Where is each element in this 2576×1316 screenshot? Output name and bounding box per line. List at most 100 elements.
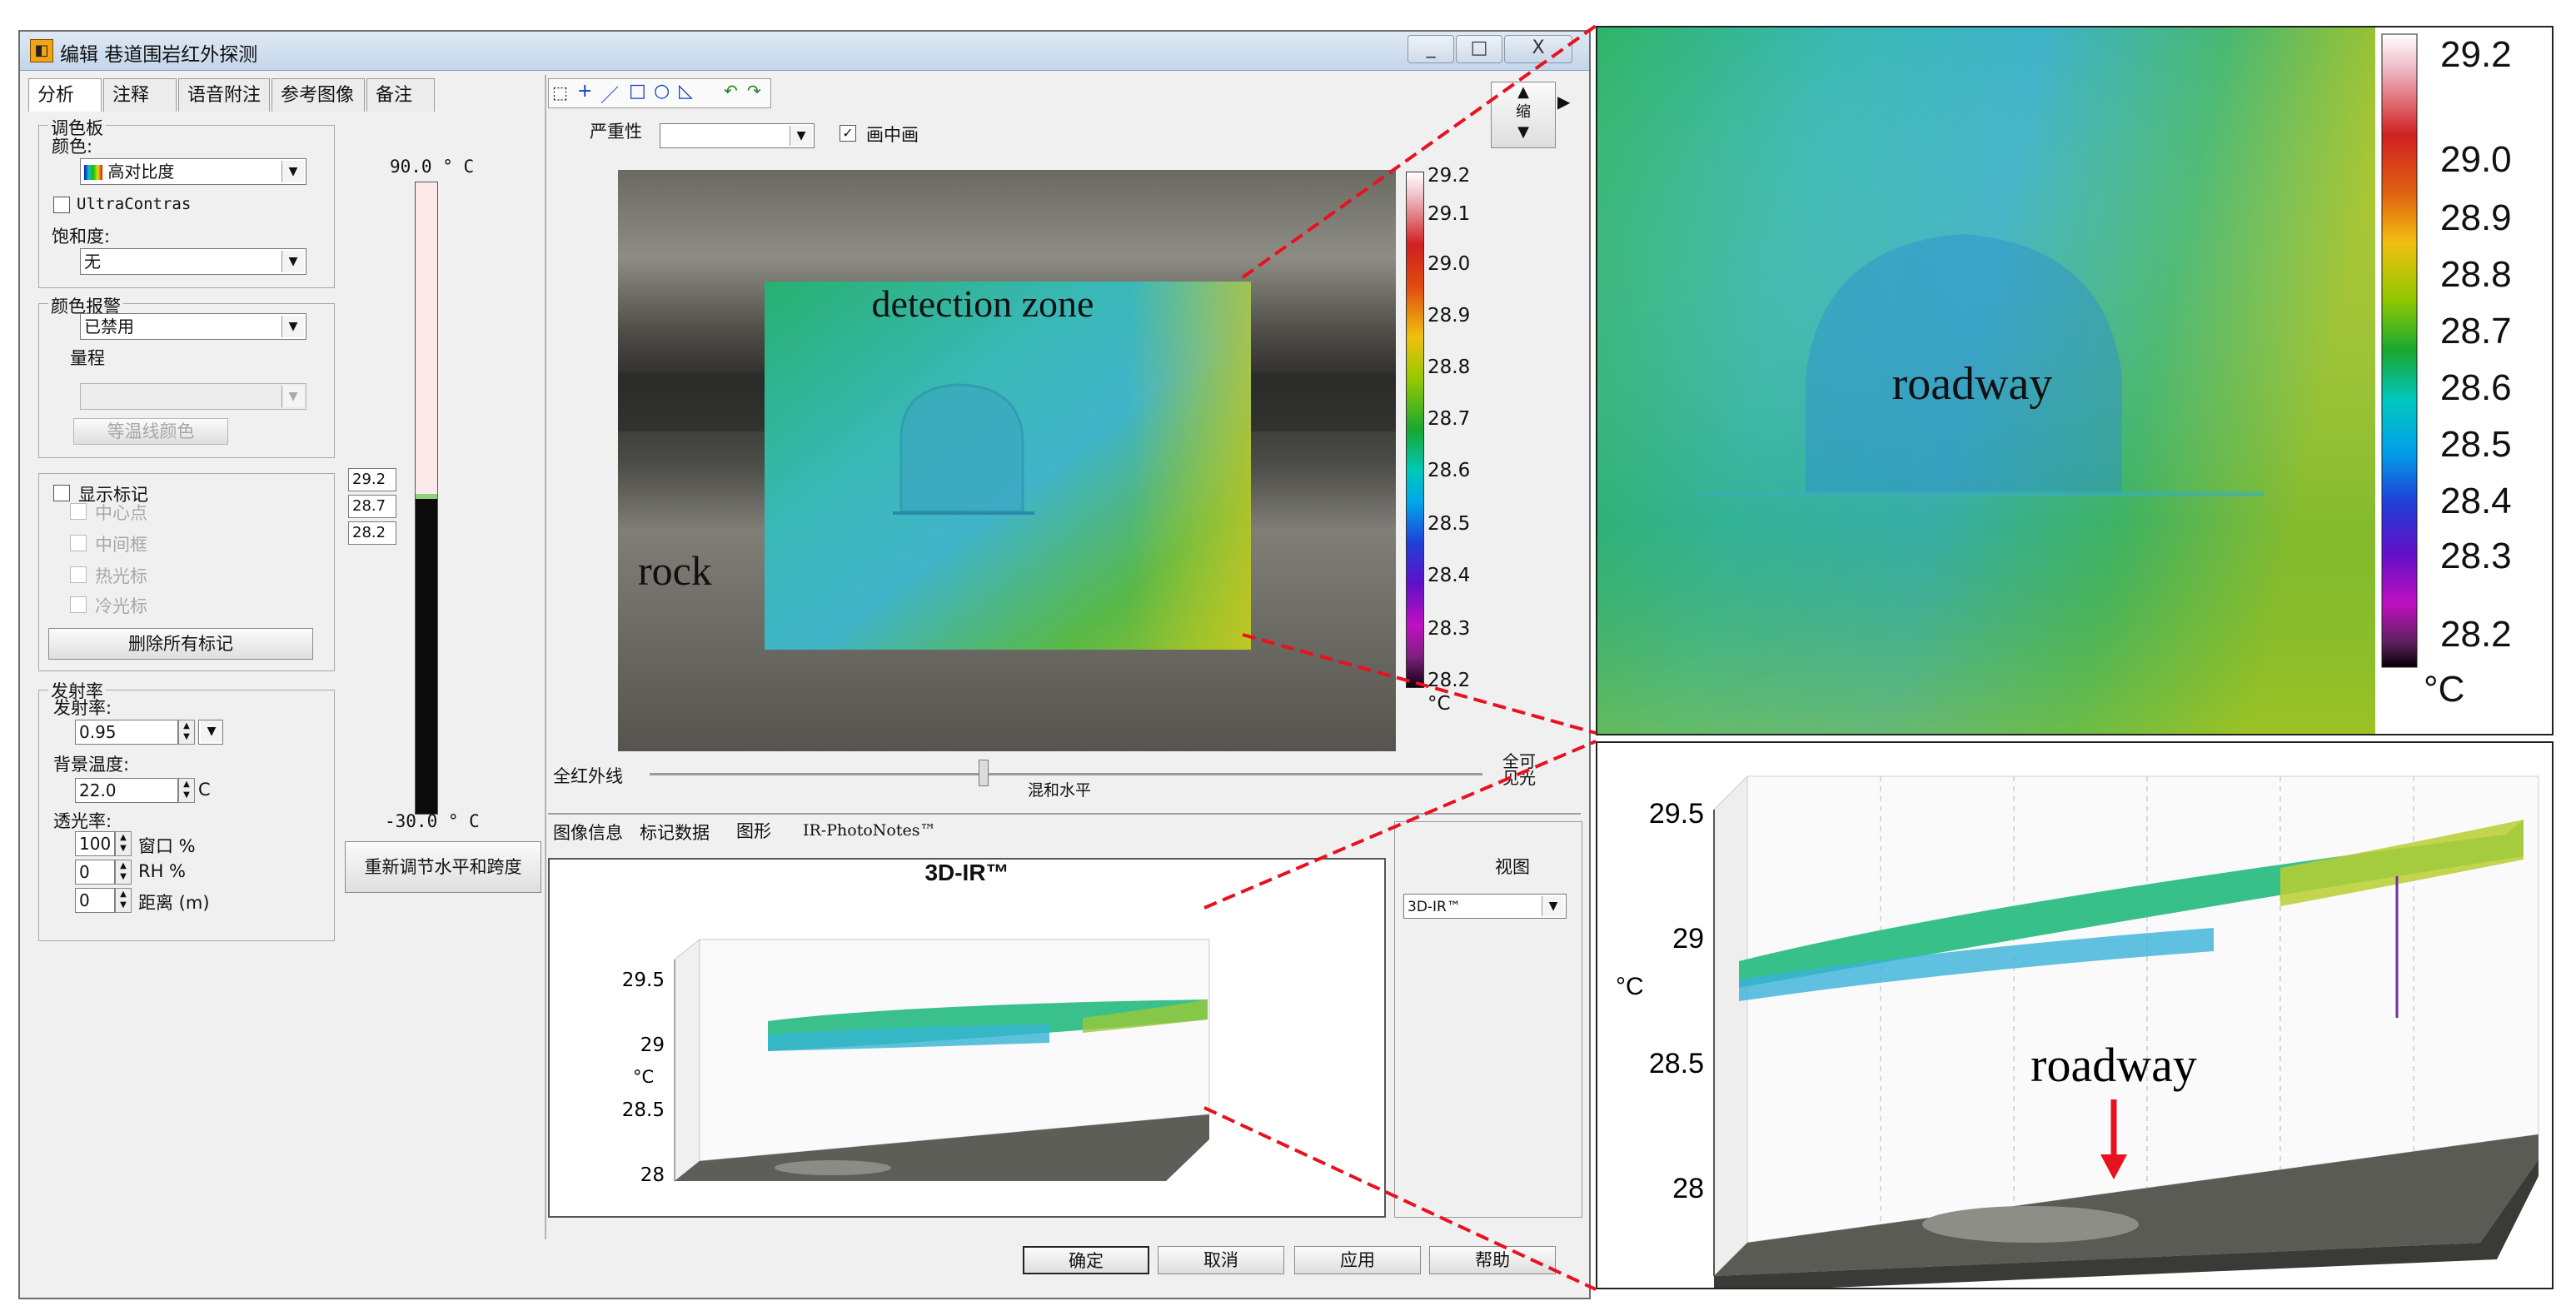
emissivity-dropdown[interactable]: ▼ bbox=[198, 720, 223, 745]
severity-select[interactable]: ▼ bbox=[660, 123, 815, 148]
zoom-tick: 28.9 bbox=[2440, 197, 2512, 238]
roadway-arch bbox=[899, 383, 1024, 513]
zoom-tick: 28.3 bbox=[2440, 536, 2512, 576]
rh-input[interactable]: 0 bbox=[75, 860, 115, 885]
chevron-right-icon[interactable]: ▶ bbox=[1557, 92, 1571, 112]
tab-graph[interactable]: 图形 bbox=[736, 821, 771, 841]
ultracontrast-label: UltraContras bbox=[77, 195, 192, 213]
rock-label: rock bbox=[638, 547, 712, 594]
zoom-tick: 28.6 bbox=[2440, 367, 2512, 408]
ultracontrast-checkbox[interactable] bbox=[53, 197, 70, 213]
zoomed-thermal-panel: roadway 29.2 29.0 28.9 28.8 28.7 28.6 28… bbox=[1596, 26, 2554, 735]
tab-image-info[interactable]: 图像信息 bbox=[553, 823, 623, 843]
ellipse-tool-icon[interactable]: ○ bbox=[654, 81, 670, 102]
emissivity-input[interactable]: 0.95 bbox=[75, 720, 178, 745]
tab-annotation[interactable]: 注释 bbox=[103, 78, 177, 112]
bg-temp-spinner[interactable]: ▲ ▼ bbox=[178, 778, 195, 803]
zoom-tick: 28.7 bbox=[2440, 311, 2512, 351]
thermal-image[interactable]: detection zone rock bbox=[618, 170, 1396, 751]
level-mid-input[interactable]: 28.7 bbox=[348, 495, 396, 518]
polygon-tool-icon[interactable]: ◺ bbox=[679, 81, 693, 102]
rect-tool-icon[interactable]: □ bbox=[629, 81, 646, 102]
zoom-label: 缩 bbox=[1516, 103, 1531, 121]
surface-band-warm bbox=[1083, 999, 1208, 1033]
center-point-checkbox[interactable] bbox=[70, 503, 87, 520]
mid-box-label: 中间框 bbox=[95, 535, 147, 555]
window-spinner[interactable]: ▲ ▼ bbox=[115, 831, 132, 856]
rh-spinner[interactable]: ▲ ▼ bbox=[115, 860, 132, 885]
zoomed-thermal-image: roadway bbox=[1597, 27, 2418, 734]
readjust-level-span-button[interactable]: 重新调节水平和跨度 bbox=[345, 841, 541, 893]
zoom-control[interactable]: ▲ 缩 ▼ bbox=[1491, 82, 1556, 148]
distance-input[interactable]: 0 bbox=[75, 888, 115, 913]
emissivity-spinner[interactable]: ▲ ▼ bbox=[178, 720, 195, 745]
color-alarm-select[interactable]: 已禁用 ▼ bbox=[80, 313, 306, 340]
saturation-label: 饱和度: bbox=[52, 227, 111, 247]
zoom-colorbar bbox=[2381, 33, 2418, 668]
range-select[interactable]: ▼ bbox=[80, 383, 306, 410]
apply-button[interactable]: 应用 bbox=[1294, 1246, 1421, 1274]
blend-left-label: 全红外线 bbox=[553, 766, 623, 786]
tab-ir-photonotes[interactable]: IR-PhotoNotes™ bbox=[803, 821, 936, 840]
colorbar-tick: 29.0 bbox=[1428, 253, 1471, 275]
minimize-button[interactable]: _ bbox=[1408, 35, 1454, 63]
bg-temp-input[interactable]: 22.0 bbox=[75, 778, 178, 803]
saturation-select[interactable]: 无 ▼ bbox=[80, 248, 306, 275]
colorbar-tick: 29.2 bbox=[1428, 165, 1471, 187]
tab-reference-image[interactable]: 参考图像 bbox=[272, 78, 365, 112]
surface-plot-small[interactable]: 29.5 29 28.5 28 °C bbox=[550, 893, 1384, 1218]
edit-window: ◧ 编辑 巷道围岩红外探测 _ □ X 分析 注释 语音附注 参考图像 备注 调… bbox=[18, 30, 1591, 1299]
cold-cursor-checkbox[interactable] bbox=[70, 596, 87, 613]
color-palette-select[interactable]: 高对比度 ▼ bbox=[80, 158, 306, 185]
tab-marker-data[interactable]: 标记数据 bbox=[640, 823, 710, 843]
transmission-label: 透光率: bbox=[53, 811, 112, 831]
title-bar[interactable]: ◧ 编辑 巷道围岩红外探测 _ □ X bbox=[20, 32, 1589, 71]
surface-band-warm bbox=[2280, 820, 2524, 906]
close-button[interactable]: X bbox=[1504, 35, 1572, 63]
y-tick: 29 bbox=[1672, 923, 1704, 955]
window-transmission-input[interactable]: 100 bbox=[75, 831, 115, 856]
divider bbox=[548, 813, 1581, 815]
tab-voice-note[interactable]: 语音附注 bbox=[178, 78, 270, 112]
delete-all-markers-button[interactable]: 删除所有标记 bbox=[48, 628, 313, 660]
view-select[interactable]: 3D-IR™ ▼ bbox=[1403, 894, 1567, 919]
show-markers-checkbox[interactable] bbox=[53, 485, 70, 501]
palette-group bbox=[38, 125, 335, 288]
maximize-button[interactable]: □ bbox=[1456, 35, 1502, 63]
colorbar-tick: 28.6 bbox=[1428, 460, 1471, 481]
level-span-track[interactable] bbox=[415, 182, 438, 815]
palette-swatch-icon bbox=[84, 165, 102, 180]
blend-slider-thumb[interactable] bbox=[979, 760, 989, 786]
ok-button[interactable]: 确定 bbox=[1023, 1246, 1149, 1274]
hot-cursor-checkbox[interactable] bbox=[70, 566, 87, 583]
line-tool-icon[interactable]: ／ bbox=[600, 86, 620, 107]
rotate-right-icon[interactable]: ↷ bbox=[747, 81, 761, 101]
tab-notes[interactable]: 备注 bbox=[366, 78, 435, 112]
level-high-input[interactable]: 29.2 bbox=[348, 468, 396, 491]
distance-spinner[interactable]: ▲ ▼ bbox=[115, 888, 132, 913]
point-tool-icon[interactable]: + bbox=[577, 81, 593, 102]
y-tick: 29.5 bbox=[622, 970, 665, 991]
blend-slider-track[interactable] bbox=[650, 773, 1482, 775]
severity-label: 严重性 bbox=[590, 122, 642, 142]
hot-cursor-label: 热光标 bbox=[95, 566, 147, 586]
pip-checkbox[interactable]: ✓ bbox=[840, 125, 856, 142]
cancel-button[interactable]: 取消 bbox=[1158, 1246, 1284, 1274]
zoom-ir-shade bbox=[1597, 27, 2375, 734]
view-panel: 视图 3D-IR™ ▼ bbox=[1394, 821, 1582, 1218]
y-axis-label: °C bbox=[1616, 973, 1644, 1000]
isotherm-color-button[interactable]: 等温线颜色 bbox=[73, 418, 228, 445]
level-low-input[interactable]: 28.2 bbox=[348, 521, 396, 545]
cursor-tool-icon[interactable]: ⬚ bbox=[552, 82, 568, 102]
saturation-value: 无 bbox=[84, 252, 101, 272]
chevron-down-icon: ▼ bbox=[790, 126, 812, 146]
color-palette-value: 高对比度 bbox=[107, 162, 175, 182]
tab-analysis[interactable]: 分析 bbox=[28, 78, 102, 112]
y-tick: 28 bbox=[1672, 1173, 1704, 1204]
zoom-colorbar-unit: °C bbox=[2424, 669, 2465, 710]
zoomed-3d-panel: 29.5 29 28.5 28 °C roadway bbox=[1596, 741, 2554, 1289]
mid-box-checkbox[interactable] bbox=[70, 535, 87, 551]
roadway-footprint bbox=[1922, 1206, 2139, 1243]
rotate-left-icon[interactable]: ↶ bbox=[724, 81, 738, 101]
colorbar-tick: 28.9 bbox=[1428, 305, 1471, 327]
